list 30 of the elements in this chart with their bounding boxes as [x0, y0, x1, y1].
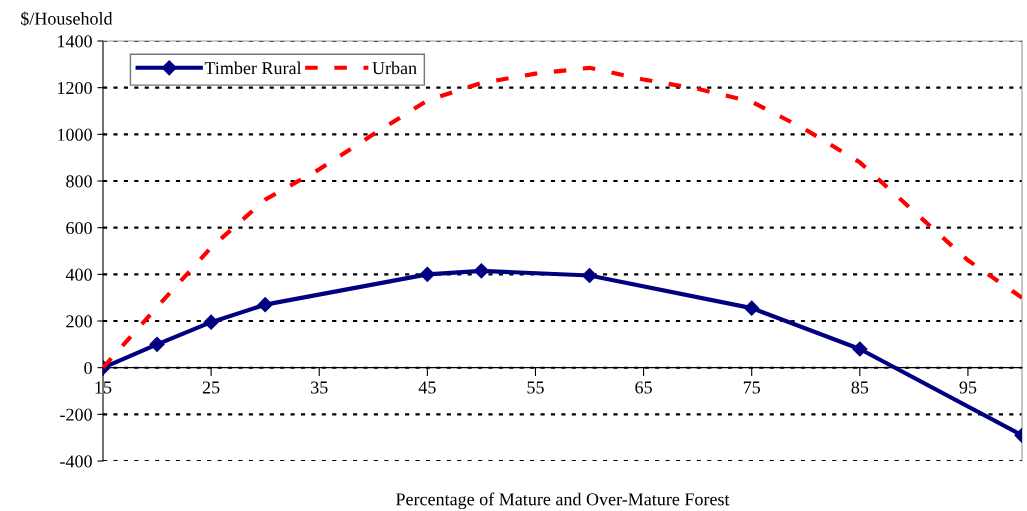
legend-label: Timber Rural	[204, 61, 302, 75]
point	[419, 266, 435, 282]
point	[149, 336, 165, 352]
y-tick-label: 1200	[58, 81, 92, 95]
y-tick-label: -400	[60, 455, 92, 468]
x-tick-label: 95	[959, 381, 977, 394]
y-tick-label: 1400	[58, 35, 92, 48]
y-axis-title: $/Household	[21, 11, 113, 26]
y-tick-label: 600	[66, 221, 92, 235]
x-tick-label: 35	[311, 381, 328, 394]
point	[581, 267, 598, 284]
point	[852, 341, 868, 357]
x-tick-label: 45	[418, 381, 436, 394]
y-tick-label: 400	[65, 268, 92, 281]
y-tick-label: 1000	[58, 128, 92, 141]
y-tick-label: 200	[66, 315, 92, 328]
x-tick-label: 55	[527, 381, 544, 394]
point	[257, 297, 273, 313]
y-tick-label: -200	[60, 408, 92, 421]
x-tick-label: 85	[851, 381, 869, 394]
point	[473, 263, 489, 279]
x-tick-label: 75	[743, 381, 761, 394]
y-tick-label: 800	[66, 175, 92, 188]
x-tick-label: 25	[202, 381, 220, 394]
y-tick-label: 0	[84, 361, 92, 375]
legend-label: Urban	[372, 61, 417, 75]
point	[744, 300, 760, 316]
point	[203, 314, 219, 330]
x-axis-title: Percentage of Mature and Over-Mature Forest	[396, 492, 730, 510]
x-tick-label: 65	[635, 381, 652, 394]
